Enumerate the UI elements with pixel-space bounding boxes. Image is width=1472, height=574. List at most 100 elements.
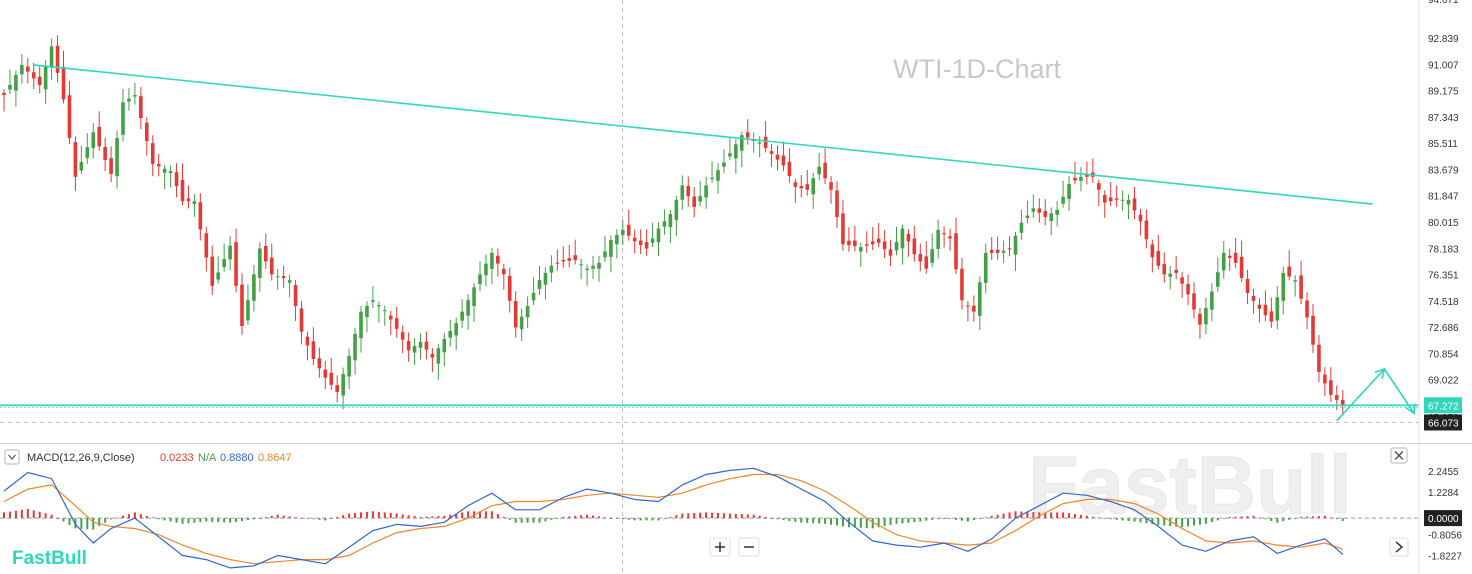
candle [745,119,750,145]
macd-histogram-bar [526,518,529,523]
candle-body [275,276,280,278]
candle-body [537,280,542,289]
macd-histogram-bar [32,510,35,519]
macd-histogram-bar [806,518,809,523]
macd-histogram-bar [461,512,464,519]
candle-body [14,74,18,91]
candle [1233,237,1238,268]
candlestick-series [2,35,1345,415]
macd-histogram-bar [92,518,95,530]
candle-body [573,255,577,261]
macd-histogram-bar [1139,518,1142,523]
candle [1007,236,1012,257]
macd-histogram-bar [913,518,916,523]
macd-histogram-bar [1097,517,1100,519]
candle [442,332,447,367]
candle [983,243,988,294]
candle [37,65,42,94]
candle-body [519,316,524,330]
candle [805,170,810,196]
candle-body [258,248,262,279]
price-tick-label: 83.679 [1428,165,1459,176]
candle-body [870,241,875,245]
candle [49,38,54,81]
candle-body [894,242,899,251]
macd-histogram-bar [609,518,612,519]
candle-body [1019,222,1024,233]
candle [335,375,339,403]
candle [543,267,548,300]
candle [1102,190,1107,219]
candle-body [1037,208,1042,213]
macd-histogram-bar [514,518,517,523]
candle-body [1144,220,1149,240]
macd-histogram-bar [1306,516,1309,519]
macd-histogram-bar [770,518,773,519]
candle-body [924,256,929,269]
candle-body [1007,248,1012,250]
candle-body [371,300,375,302]
macd-histogram-bar [925,518,928,521]
macd-histogram-bar [538,518,541,523]
zoom-in-button[interactable] [709,537,731,557]
candle-body [615,234,619,245]
candle-body [716,170,720,181]
macd-histogram-bar [56,518,59,519]
scroll-right-button[interactable] [1389,537,1409,557]
candle-body [150,143,155,164]
candle-body [734,144,738,159]
candle [436,344,441,380]
zoom-out-button[interactable] [738,537,760,557]
macd-signal-value: 0.8647 [258,452,292,464]
macd-histogram-bar [996,514,999,519]
macd-histogram-bar [1193,518,1195,526]
candle-body [817,166,821,175]
macd-histogram-bar [1222,518,1225,519]
macd-histogram-bar [1133,518,1136,522]
fastbull-watermark: FastBull [1028,440,1351,531]
candle [478,261,482,292]
candle-body [775,154,780,160]
candle [1329,367,1333,402]
candle [281,265,286,289]
candle [1275,286,1280,330]
candle-body [1055,209,1059,215]
candle-body [448,331,453,338]
candle-body [430,353,435,358]
candle [531,277,536,305]
candle-body [1263,304,1268,316]
candle [1108,182,1113,207]
candle [1019,209,1024,240]
candle-body [67,95,72,139]
candle [894,226,899,256]
candle [26,58,30,84]
macd-tick-label: 2.2455 [1428,467,1459,478]
collapse-legend-button[interactable] [4,449,20,465]
macd-histogram-bar [1300,516,1303,519]
candle [156,153,161,177]
candle [269,243,274,281]
candle [329,357,334,391]
candle [264,233,268,269]
macd-histogram-bar [960,518,963,521]
macd-histogram-bar [479,511,481,519]
candle [632,229,637,254]
candle-body [1097,183,1101,190]
macd-histogram-bar [627,518,630,520]
candle-body [549,265,554,273]
scroll-right-frame[interactable] [1389,537,1409,557]
candle [823,148,827,185]
candle [1132,186,1137,220]
candle [781,141,786,172]
candle-body [1132,198,1137,211]
candle-body [305,336,310,346]
candle [121,88,125,142]
candle-body [1335,395,1339,400]
trendline-layer [0,64,1419,422]
macd-histogram-bar [443,515,446,519]
close-pane-button[interactable] [1390,447,1408,464]
price-tick-label: 81.847 [1428,192,1459,203]
candle-body [1049,213,1053,222]
candle-body [585,268,589,271]
